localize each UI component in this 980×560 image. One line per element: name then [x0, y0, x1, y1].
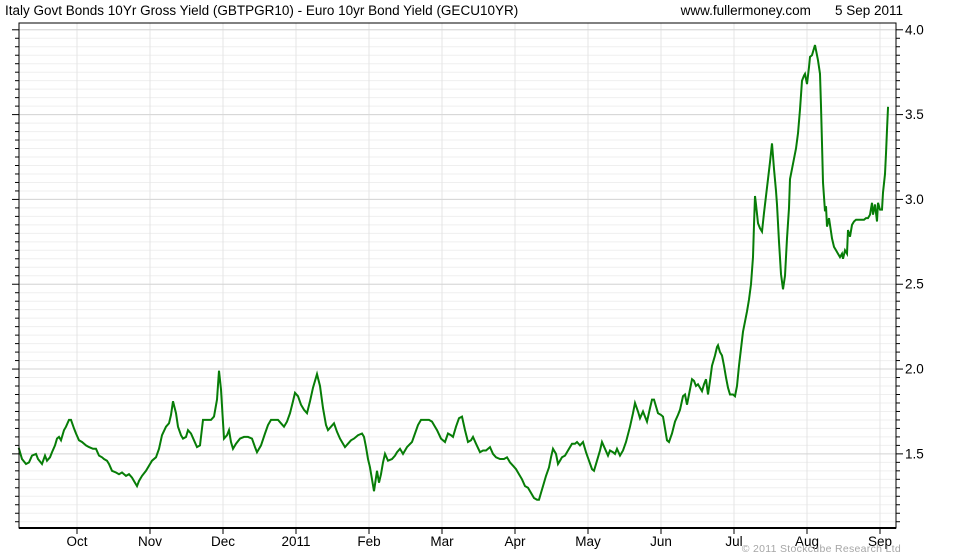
x-axis-label: Apr	[504, 534, 526, 549]
x-axis-label: Aug	[795, 534, 819, 549]
y-axis-label: 1.5	[905, 446, 924, 461]
x-axis-label: 2011	[281, 534, 310, 549]
y-axis-label: 2.0	[905, 362, 924, 377]
y-axis-label: 4.0	[905, 22, 924, 37]
x-axis-label: Nov	[138, 534, 162, 549]
y-axis-label: 2.5	[905, 277, 924, 292]
chart-title: Italy Govt Bonds 10Yr Gross Yield (GBTPG…	[5, 3, 519, 18]
chart-header: Italy Govt Bonds 10Yr Gross Yield (GBTPG…	[5, 2, 980, 22]
x-axis-label: Sep	[868, 534, 892, 549]
x-axis-label: Jun	[650, 534, 672, 549]
x-axis-label: Feb	[357, 534, 380, 549]
y-axis-label: 3.0	[905, 192, 924, 207]
y-axis-label: 3.5	[905, 107, 924, 122]
x-axis-label: May	[575, 534, 601, 549]
x-axis-label: Jul	[725, 534, 742, 549]
chart-date: 5 Sep 2011	[834, 3, 903, 18]
x-axis-label: Oct	[66, 534, 87, 549]
website-text: www.fullermoney.com	[680, 3, 811, 18]
yield-spread-line	[17, 44, 890, 501]
x-axis-label: Mar	[430, 534, 454, 549]
x-axis-label: Dec	[211, 534, 235, 549]
copyright-notice: © 2011 Stockcube Research Ltd	[741, 543, 901, 555]
